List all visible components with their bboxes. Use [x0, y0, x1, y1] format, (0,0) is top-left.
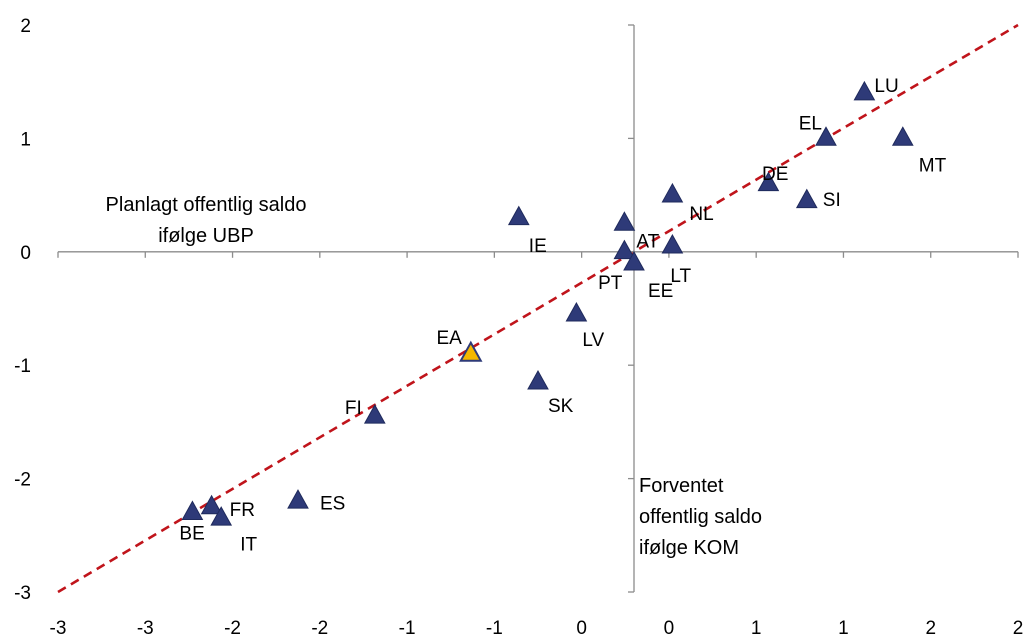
point-label-sk: SK	[548, 396, 574, 417]
point-label-es: ES	[320, 493, 345, 514]
y-tick-label: -2	[14, 470, 31, 491]
x-tick-label: 0	[664, 618, 675, 637]
point-marker-be	[181, 500, 204, 520]
y-tick-label: -3	[14, 583, 31, 604]
y-axis-label-line-1: Planlagt offentlig saldo	[106, 194, 307, 216]
point-marker-nl	[661, 182, 684, 203]
data-points	[181, 80, 914, 526]
y-tick-label: -1	[14, 356, 31, 377]
y-tick-label: 0	[20, 243, 31, 264]
point-label-fr: FR	[230, 500, 255, 521]
point-marker-el	[815, 126, 837, 146]
point-label-be: BE	[179, 524, 204, 545]
x-axis-label-line-3: ifølge KOM	[639, 537, 739, 559]
point-label-pt: PT	[598, 273, 623, 294]
point-label-lu: LU	[874, 76, 898, 97]
point-marker-de	[757, 171, 780, 192]
point-label-si: SI	[823, 190, 841, 211]
point-marker-pt	[613, 239, 636, 260]
point-label-ie: IE	[529, 236, 547, 257]
x-tick-label: -1	[486, 618, 503, 637]
point-label-at: AT	[636, 231, 659, 252]
y-tick-label: 2	[20, 16, 31, 37]
point-marker-it	[210, 506, 233, 526]
point-marker-si	[795, 188, 818, 209]
point-label-ee: EE	[648, 281, 673, 302]
point-marker-sk	[527, 370, 549, 390]
point-label-mt: MT	[919, 155, 947, 176]
x-tick-label: 1	[838, 618, 849, 637]
point-label-el: EL	[799, 113, 822, 134]
y-tick-label: 1	[20, 129, 31, 150]
x-tick-label: -3	[137, 618, 154, 637]
y-axis-label-line-2: ifølge UBP	[158, 225, 254, 247]
point-marker-mt	[891, 126, 914, 146]
point-marker-fi	[363, 404, 386, 424]
point-marker-lu	[853, 80, 876, 101]
point-label-fi: FI	[345, 398, 362, 419]
point-label-nl: NL	[689, 204, 713, 225]
x-tick-label: 2	[925, 618, 936, 637]
x-tick-label: 0	[576, 618, 587, 637]
x-axis-label-line-2: offentlig saldo	[639, 506, 762, 528]
point-label-de: DE	[762, 164, 788, 185]
point-marker-fr	[200, 494, 223, 515]
point-label-lt: LT	[670, 266, 691, 287]
x-tick-label: 1	[751, 618, 762, 637]
x-tick-label: -2	[311, 618, 328, 637]
x-tick-label: 2	[1013, 618, 1024, 637]
point-label-lv: LV	[582, 330, 604, 351]
point-marker-ie	[507, 205, 530, 226]
point-marker-ea	[459, 340, 483, 362]
x-tick-label: -3	[50, 618, 67, 637]
axes	[58, 25, 1018, 592]
x-axis-label-line-1: Forventet	[639, 475, 724, 497]
point-marker-es	[287, 489, 309, 509]
point-marker-lt	[661, 233, 684, 254]
x-tick-label: -2	[224, 618, 241, 637]
diagonal-reference-line	[57, 23, 1019, 594]
point-marker-ee	[623, 250, 645, 271]
ticks: -3 -3 -2 -2 -1 -1 0 0 1 1 2 2 2 1 0 -1 -2 -3	[14, 16, 1023, 637]
point-marker-at	[613, 211, 636, 231]
point-label-ea: EA	[436, 328, 462, 349]
x-tick-label: -1	[399, 618, 416, 637]
point-label-it: IT	[240, 534, 257, 555]
point-marker-lv	[565, 301, 588, 322]
reference-line-layer	[57, 23, 1019, 594]
